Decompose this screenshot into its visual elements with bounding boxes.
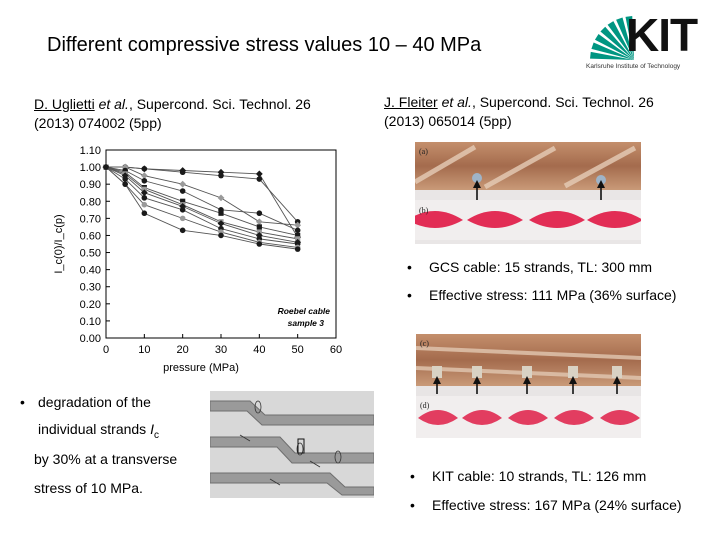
kit-logo-subtitle: Karlsruhe Institute of Technology bbox=[586, 63, 681, 70]
data-point bbox=[256, 176, 263, 182]
kit-logo: KIT Karlsruhe Institute of Technology bbox=[586, 9, 708, 74]
data-point bbox=[218, 232, 224, 239]
right-ref-line2: (2013) 065014 (5pp) bbox=[384, 113, 512, 129]
data-point bbox=[122, 176, 128, 182]
data-point bbox=[256, 241, 263, 247]
data-point bbox=[141, 177, 148, 184]
data-point bbox=[179, 203, 187, 210]
data-point bbox=[256, 224, 262, 230]
data-point bbox=[122, 181, 128, 187]
kit-cable-photo: (c) (d) bbox=[416, 334, 641, 438]
right-reference: J. Fleiter et al., Supercond. Sci. Techn… bbox=[384, 93, 654, 131]
left-ref-authors: D. Uglietti bbox=[34, 96, 95, 112]
y-tick-label: 0.30 bbox=[80, 282, 101, 294]
chart-annotation-line1: Roebel cable bbox=[278, 306, 331, 316]
gcs-cable-photo: (a) (b) bbox=[415, 142, 641, 244]
degradation-line3: by 30% at a transverse bbox=[34, 451, 182, 467]
data-point bbox=[179, 188, 186, 194]
gcs-bullet-2: • Effective stress: 111 MPa (36% surface) bbox=[407, 287, 677, 303]
data-point bbox=[141, 210, 148, 217]
data-point bbox=[256, 210, 263, 217]
data-point bbox=[255, 218, 263, 226]
slide-title: Different compressive stress values 10 –… bbox=[47, 34, 482, 56]
right-ref-etal: et al. bbox=[441, 94, 472, 110]
data-point bbox=[255, 170, 263, 178]
data-point bbox=[294, 221, 302, 229]
y-tick-label: 1.10 bbox=[80, 145, 101, 157]
kit-wordmark: KIT bbox=[626, 9, 698, 61]
data-point bbox=[179, 207, 186, 213]
chart-annotation-line2: sample 3 bbox=[288, 318, 325, 328]
data-point bbox=[218, 172, 224, 179]
data-point bbox=[217, 220, 225, 227]
ic-pressure-chart: 0 10 20 30 40 50 60 0.00 0.10 0.20 0.30 0.40 0.50 0.6… bbox=[53, 145, 342, 374]
gcs-bullet-1: • GCS cable: 15 strands, TL: 300 mm bbox=[407, 259, 653, 275]
photo-label-c: (c) bbox=[420, 339, 429, 348]
photo-label-b: (b) bbox=[419, 206, 429, 215]
data-point bbox=[141, 186, 147, 192]
data-point bbox=[294, 246, 301, 252]
degradation-bullet: • degradation of the bbox=[20, 394, 151, 410]
y-tick-label: 1.00 bbox=[80, 162, 101, 174]
degradation-line2: individual strands Ic bbox=[38, 421, 159, 441]
right-ref-authors: J. Fleiter bbox=[384, 94, 438, 110]
y-tick-label: 0.00 bbox=[80, 333, 101, 345]
data-point bbox=[141, 201, 148, 208]
x-tick-label: 10 bbox=[138, 344, 150, 356]
data-point bbox=[180, 198, 186, 204]
data-point bbox=[141, 195, 148, 201]
data-point bbox=[255, 232, 263, 239]
data-point bbox=[140, 189, 148, 197]
data-point bbox=[256, 229, 262, 235]
kit-bullet-2: • Effective stress: 167 MPa (24% surface) bbox=[410, 497, 682, 513]
y-tick-label: 0.80 bbox=[80, 196, 101, 208]
y-tick-label: 0.50 bbox=[80, 248, 101, 260]
y-tick-label: 0.60 bbox=[80, 230, 101, 242]
degradation-line4: stress of 10 MPa. bbox=[34, 480, 143, 496]
y-tick-label: 0.70 bbox=[80, 213, 101, 225]
x-tick-label: 20 bbox=[177, 344, 189, 356]
data-point bbox=[295, 232, 301, 239]
kit-fan-icon bbox=[590, 16, 634, 61]
left-ref-etal: et al. bbox=[98, 96, 129, 112]
data-point bbox=[179, 215, 186, 222]
right-ref-journal: , Supercond. Sci. Technol. 26 bbox=[471, 94, 654, 110]
data-point bbox=[179, 169, 186, 176]
y-axis-label: I_c(0)/I_c(p) bbox=[53, 214, 65, 273]
photo-label-d: (d) bbox=[420, 401, 430, 410]
left-ref-line2: (2013) 074002 (5pp) bbox=[34, 115, 162, 131]
left-ref-journal: , Supercond. Sci. Technol. 26 bbox=[128, 96, 311, 112]
data-point bbox=[294, 218, 301, 225]
x-tick-label: 60 bbox=[330, 344, 342, 356]
y-tick-label: 0.10 bbox=[80, 316, 101, 328]
left-reference: D. Uglietti et al., Supercond. Sci. Tech… bbox=[34, 95, 311, 133]
y-tick-label: 0.40 bbox=[80, 265, 101, 277]
data-point bbox=[295, 236, 301, 242]
data-point bbox=[103, 164, 109, 170]
y-tick-label: 0.20 bbox=[80, 299, 101, 311]
data-point bbox=[218, 210, 224, 216]
roebel-strands-photo bbox=[210, 391, 374, 498]
x-tick-label: 40 bbox=[253, 344, 265, 356]
kit-bullet-1: • KIT cable: 10 strands, TL: 126 mm bbox=[410, 468, 647, 484]
data-point bbox=[294, 227, 301, 234]
data-point bbox=[141, 166, 148, 172]
photo-label-a: (a) bbox=[419, 147, 428, 156]
y-tick-label: 0.90 bbox=[80, 179, 101, 191]
x-tick-label: 30 bbox=[215, 344, 227, 356]
x-axis-label: pressure (MPa) bbox=[163, 362, 239, 374]
x-tick-label: 0 bbox=[103, 344, 109, 356]
data-point bbox=[179, 227, 186, 234]
x-tick-label: 50 bbox=[292, 344, 304, 356]
